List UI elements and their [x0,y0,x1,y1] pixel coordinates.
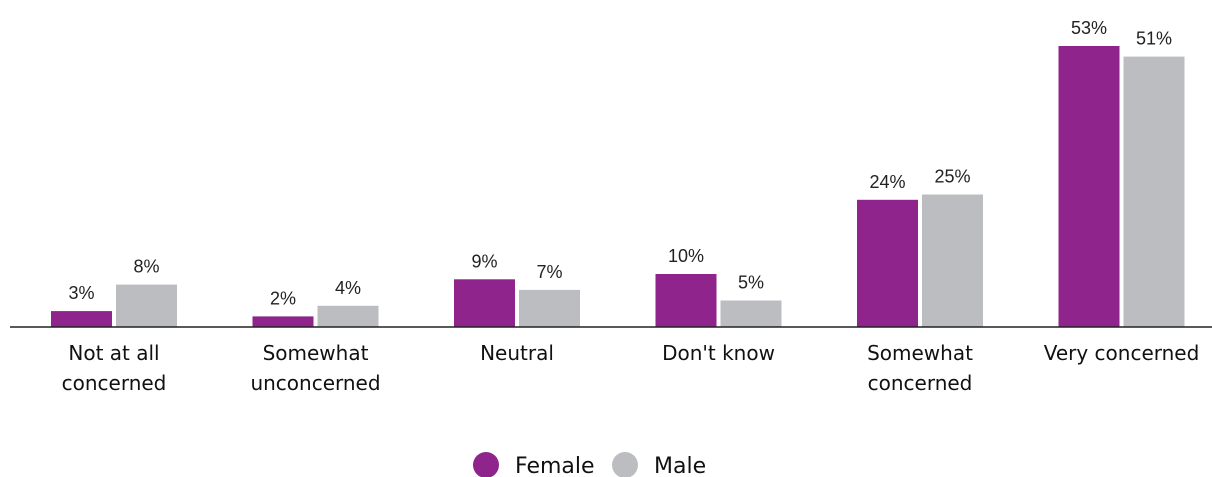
data-label-male-neutral: 7% [536,262,562,282]
data-label-female-somewhat-concerned: 24% [869,172,905,192]
category-labels-group: Not at all concerned Somewhat unconcerned Ne… [62,341,1200,395]
legend-label-female: Female [515,454,595,477]
bar-female-somewhat-unconcerned [252,316,314,327]
bars-group [51,46,1185,327]
data-label-female-very-concerned: 53% [1071,18,1107,38]
legend: Female Male [473,452,706,477]
category-label-neutral: Neutral [480,341,554,365]
bar-female-very-concerned [1058,46,1120,327]
legend-label-male: Male [654,454,706,477]
data-label-male-somewhat-concerned: 25% [934,167,970,187]
bar-female-neutral [454,279,515,327]
bar-male-very-concerned [1123,56,1185,327]
category-label-don-t-know: Don't know [662,341,775,365]
bar-female-somewhat-concerned [857,199,918,327]
category-label-very-concerned: Very concerned [1044,341,1200,365]
bar-male-neutral [519,289,580,327]
bar-male-somewhat-concerned [922,194,983,327]
data-label-female-not-at-all-concerned: 3% [68,283,94,303]
category-label-somewhat-unconcerned: Somewhat unconcerned [250,341,380,395]
data-label-male-somewhat-unconcerned: 4% [335,278,361,298]
category-label-not-at-all-concerned: Not at all concerned [62,341,167,395]
value-labels-group: 3% 8% 2% 4% 9% 7% 10% 5% 24% 25% 53% 51% [68,18,1172,308]
legend-swatch-male [612,452,638,477]
bar-male-somewhat-unconcerned [317,305,379,327]
legend-item-male: Male [612,452,706,477]
data-label-male-very-concerned: 51% [1136,29,1172,49]
bar-female-not-at-all-concerned [51,311,112,327]
data-label-male-don-t-know: 5% [738,273,764,293]
legend-item-female: Female [473,452,595,477]
data-label-female-neutral: 9% [471,251,497,271]
category-label-somewhat-concerned: Somewhat concerned [867,341,973,395]
data-label-female-don-t-know: 10% [668,246,704,266]
bar-male-not-at-all-concerned [116,284,177,327]
data-label-male-not-at-all-concerned: 8% [133,257,159,277]
bar-female-don-t-know [655,274,717,327]
legend-swatch-female [473,452,499,477]
bar-male-don-t-know [720,300,782,327]
data-label-female-somewhat-unconcerned: 2% [270,288,296,308]
